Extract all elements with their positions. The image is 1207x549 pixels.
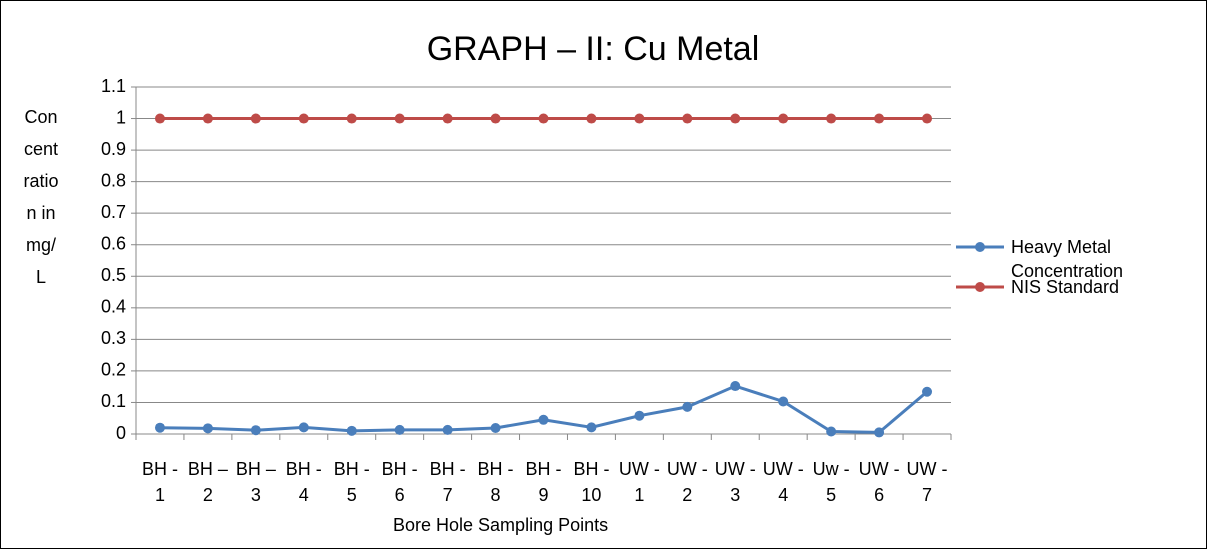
point [730,113,741,124]
y-tick-label: 0.6 [101,233,126,253]
point [586,113,597,124]
point [730,381,741,392]
point [394,424,405,435]
x-tick-label: BH - 9 [525,459,562,505]
point [874,113,885,124]
y-tick-label: 0 [116,423,126,443]
x-tick-label: BH - 10 [573,459,610,505]
x-tick-label: BH - 1 [141,459,178,505]
series-line [159,384,928,434]
y-tick-label: 0.8 [101,170,126,190]
point [490,423,501,434]
y-tick-label: 0.5 [101,265,126,285]
point [682,401,693,412]
y-tick-label: 0.3 [101,328,126,348]
point [202,423,213,434]
point [490,113,501,124]
x-tick-label: BH - 7 [429,459,466,505]
point [586,422,597,433]
x-tick-label: BH - 6 [381,459,418,505]
point [154,422,165,433]
x-tick-label: BH - 8 [477,459,514,505]
point [250,113,261,124]
x-tick-label: UW - 1 [618,459,660,505]
x-tick-label: UW - 3 [714,459,756,505]
x-tick-label: BH - 4 [285,459,322,505]
y-tick-label: 0.2 [101,360,126,380]
point [442,113,453,124]
point [538,414,549,425]
point [250,425,261,436]
point [826,113,837,124]
y-tick-label: 1 [116,107,126,127]
chart-title: GRAPH – II: Cu Metal [427,30,760,68]
y-tick-label: 0.1 [101,391,126,411]
legend-marker [975,282,985,292]
point [874,427,885,438]
x-axis-label: Bore Hole Sampling Points [393,515,609,535]
point [442,424,453,435]
point [634,410,645,421]
point [298,422,309,433]
point [154,113,165,124]
x-tick-label: UW - 7 [906,459,948,505]
point [346,113,357,124]
point [202,113,213,124]
legend-label: Heavy Metal Concentration [1011,237,1124,281]
y-tick-label: 1.1 [101,76,126,96]
x-tick-label: BH - 5 [333,459,370,505]
point [778,396,789,407]
point [922,113,933,124]
x-tick-label: UW - 2 [666,459,708,505]
x-tick-label: Uw - 5 [812,459,850,505]
point [394,113,405,124]
legend-marker [975,242,985,252]
y-tick-label: 0.7 [101,202,126,222]
point [778,113,789,124]
legend-label: NIS Standard [1011,277,1120,297]
y-axis-label: Concentration in mg/L [23,107,59,287]
point [538,113,549,124]
x-tick-label: UW - 4 [762,459,804,505]
x-tick-label: BH – 2 [187,459,228,505]
x-tick-label: UW - 6 [858,459,900,505]
point [346,425,357,436]
point [826,426,837,437]
point [682,113,693,124]
y-tick-label: 0.9 [101,139,126,159]
point [298,113,309,124]
point [634,113,645,124]
x-tick-label: BH – 3 [235,459,276,505]
y-tick-label: 0.4 [101,297,126,317]
point [922,386,933,397]
